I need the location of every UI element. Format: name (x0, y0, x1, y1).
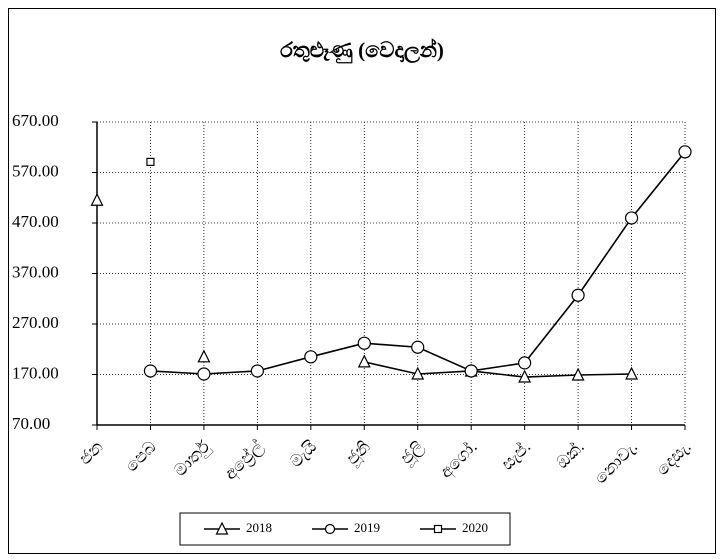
chart-title: රතුළූණු (වෙදාලන්) (280, 38, 444, 64)
marker-circle (411, 340, 425, 354)
marker-circle (143, 364, 158, 378)
marker-circle (678, 145, 692, 159)
marker-triangle (411, 366, 425, 380)
marker-triangle (571, 367, 585, 381)
series-line (364, 361, 632, 378)
marker-circle (250, 364, 264, 378)
y-tick-label: 270.00 (12, 313, 59, 332)
chart-border (8, 8, 716, 554)
marker-circle (518, 356, 532, 370)
marker-circle (464, 364, 478, 378)
marker-circle (197, 367, 211, 381)
marker-triangle (197, 349, 211, 363)
marker-triangle (625, 366, 639, 380)
marker-circle (324, 523, 336, 535)
marker-triangle (90, 192, 104, 206)
marker-triangle (215, 521, 229, 535)
legend-label: 2020 (462, 520, 488, 535)
legend-label: 2019 (354, 520, 380, 535)
y-tick-label: 370.00 (12, 262, 59, 281)
legend-label: 2018 (246, 520, 272, 535)
marker-triangle (357, 354, 371, 368)
marker-circle (357, 336, 371, 350)
y-tick-label: 170.00 (12, 363, 59, 382)
y-tick-label: 570.00 (12, 161, 59, 180)
marker-circle (624, 211, 639, 225)
y-tick-label: 470.00 (12, 212, 59, 231)
marker-square (433, 524, 443, 534)
marker-circle (571, 288, 585, 302)
y-tick-label: 70.00 (12, 414, 50, 433)
marker-square (146, 157, 155, 166)
y-tick-label: 670.00 (12, 111, 59, 130)
marker-triangle (518, 369, 532, 383)
marker-circle (304, 350, 318, 364)
